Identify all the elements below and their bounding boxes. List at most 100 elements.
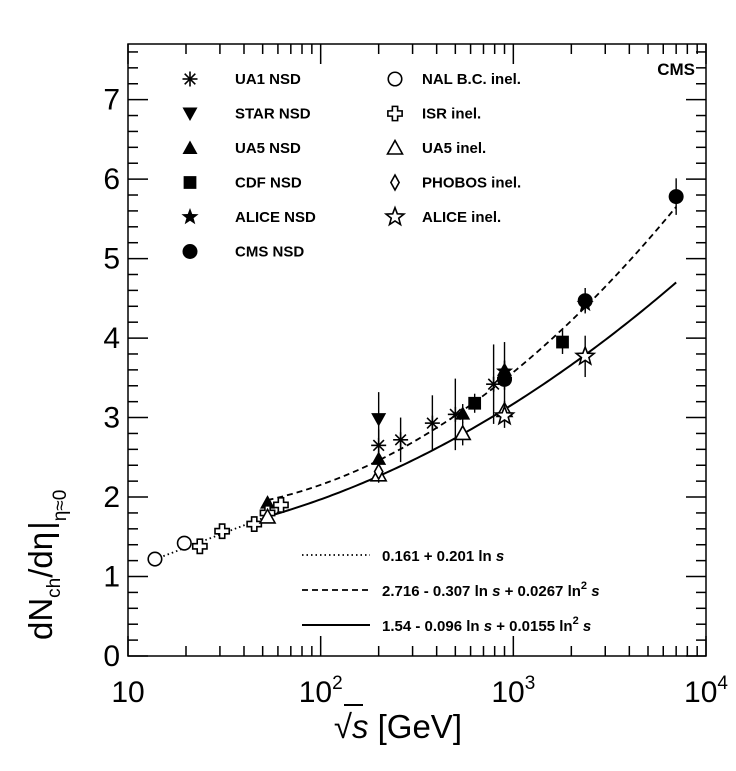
- asterisk-stroke: [426, 417, 439, 429]
- y-label-bar: |: [22, 521, 59, 530]
- fit-legend-label-dashed: 2.716 - 0.307 ln s + 0.0267 ln2 s: [382, 580, 600, 600]
- point-ua1-nsd: [424, 415, 440, 431]
- y-tick-label: 6: [103, 163, 120, 196]
- point-nal-b-c-inel: [176, 535, 192, 551]
- x-tick-base: 10: [491, 676, 524, 709]
- y-label-sub-eta: η≈0: [50, 490, 71, 522]
- legend-label-isr-inel: ISR inel.: [422, 106, 481, 123]
- legend-marker-ua5-nsd: [182, 140, 198, 154]
- fit-var: s: [496, 548, 504, 565]
- y-tick-labels: 0 1 2 3 4 5 6 7: [103, 84, 120, 673]
- point-isr-inel: [191, 538, 208, 555]
- x-tick-base: 10: [299, 676, 332, 709]
- legend-marker-alice-inel: [383, 205, 407, 227]
- legend-label-star-nsd: STAR NSD: [235, 106, 311, 123]
- data-points: [147, 178, 684, 567]
- fit-legend-label-dotted: 0.161 + 0.201 ln s: [382, 548, 504, 565]
- svg-text:√s [GeV]: √s [GeV]: [334, 708, 462, 745]
- x-tick-labels: 10 102 103 104: [111, 673, 728, 709]
- asterisk-stroke: [394, 433, 407, 446]
- point-isr-inel: [246, 516, 263, 532]
- y-label-dn: dN: [22, 598, 59, 640]
- legend-marker-phobos-inel: [389, 173, 401, 192]
- point-phobos-inel: [373, 462, 384, 481]
- y-tick-label: 2: [103, 481, 120, 514]
- fit-term: + 0.0155 ln: [492, 618, 572, 635]
- y-tick-label: 5: [103, 243, 120, 276]
- x-label-sqrt: √: [334, 708, 353, 745]
- point-cms-nsd: [577, 293, 593, 309]
- x-tick-base: 10: [111, 676, 144, 709]
- fit-var: s: [484, 618, 492, 635]
- x-tick-exponent: 2: [332, 673, 343, 694]
- fit-term: + 0.0267 ln: [500, 583, 580, 600]
- fit-var: s: [492, 583, 500, 600]
- legend-marker-nal-b-c-inel: [387, 71, 403, 87]
- legend-label-cms-nsd: CMS NSD: [235, 244, 304, 261]
- y-axis-label: dNch/dη |η≈0: [22, 490, 71, 640]
- x-tick-label: 10: [111, 676, 144, 709]
- y-label-deta: /dη: [22, 532, 59, 578]
- legend-label-alice-nsd: ALICE NSD: [235, 209, 316, 226]
- legend-label-alice-inel: ALICE inel.: [422, 209, 501, 226]
- fit-legend-label-solid: 1.54 - 0.096 ln s + 0.0155 ln2 s: [382, 615, 591, 635]
- y-tick-label: 1: [103, 561, 120, 594]
- fit-var: s: [579, 618, 592, 635]
- legend-marker-alice-nsd: [181, 208, 199, 225]
- point-ua5-nsd: [260, 495, 276, 509]
- fit-exponent: 2: [581, 580, 587, 592]
- asterisk-stroke: [184, 73, 196, 85]
- point-alice-inel: [493, 404, 516, 426]
- legend: UA1 NSD STAR NSD UA5 NSD CDF NSD ALICE NSD CM…: [181, 71, 521, 261]
- fit-exponent: 2: [573, 615, 579, 627]
- fit-legend: 0.161 + 0.201 ln s2.716 - 0.307 ln s + 0…: [302, 548, 600, 635]
- y-tick-label: 0: [103, 640, 120, 673]
- legend-marker-ua5-inel: [386, 138, 404, 155]
- axis-ticks: [127, 44, 707, 657]
- legend-marker-cms-nsd: [182, 244, 198, 259]
- point-ua5-inel: [453, 424, 472, 441]
- x-tick-label: 102: [299, 673, 343, 709]
- legend-marker-cdf-nsd: [183, 176, 197, 189]
- x-tick-label: 103: [491, 673, 535, 709]
- point-cms-nsd: [668, 189, 684, 205]
- point-ua5-nsd: [455, 406, 471, 420]
- fit-curve-solid: [267, 281, 677, 518]
- point-ua1-nsd: [393, 432, 409, 448]
- legend-label-ua5-inel: UA5 inel.: [422, 140, 486, 157]
- fit-term: 1.54 - 0.096 ln: [382, 618, 484, 635]
- point-ua5-inel: [258, 507, 277, 524]
- y-tick-label: 3: [103, 402, 120, 435]
- legend-label-cdf-nsd: CDF NSD: [235, 175, 302, 192]
- y-label-sub-ch: ch: [44, 578, 65, 598]
- legend-marker-ua1-nsd: [182, 71, 198, 87]
- point-star-nsd: [371, 413, 387, 427]
- fit-term: 0.161 + 0.201 ln: [382, 548, 496, 565]
- legend-marker-star-nsd: [182, 107, 198, 121]
- y-tick-label: 4: [103, 322, 120, 355]
- legend-label-ua5-nsd: UA5 NSD: [235, 140, 301, 157]
- plot-frame: [127, 43, 707, 657]
- fit-curves: [154, 206, 677, 561]
- point-alice-inel: [574, 344, 597, 366]
- point-isr-inel: [273, 497, 289, 513]
- legend-label-nal-b-c-inel: NAL B.C. inel.: [422, 71, 521, 88]
- point-cms-nsd: [497, 371, 513, 387]
- legend-marker-isr-inel: [387, 105, 403, 122]
- fit-curve-dashed: [267, 206, 677, 501]
- x-axis-label: √s [GeV]: [334, 704, 462, 745]
- point-cdf-nsd: [468, 396, 482, 410]
- experiment-tag: CMS: [657, 60, 695, 79]
- legend-label-phobos-inel: PHOBOS inel.: [422, 175, 521, 192]
- point-ua5-nsd: [371, 451, 387, 465]
- x-label-s: s: [352, 708, 369, 745]
- x-tick-label: 104: [684, 673, 728, 709]
- asterisk-stroke: [449, 408, 462, 421]
- fit-var: s: [587, 583, 600, 600]
- x-tick-exponent: 4: [717, 673, 728, 694]
- point-cdf-nsd: [556, 335, 569, 349]
- point-isr-inel: [214, 523, 231, 540]
- fit-term: 2.716 - 0.307 ln: [382, 583, 492, 600]
- x-tick-base: 10: [684, 676, 717, 709]
